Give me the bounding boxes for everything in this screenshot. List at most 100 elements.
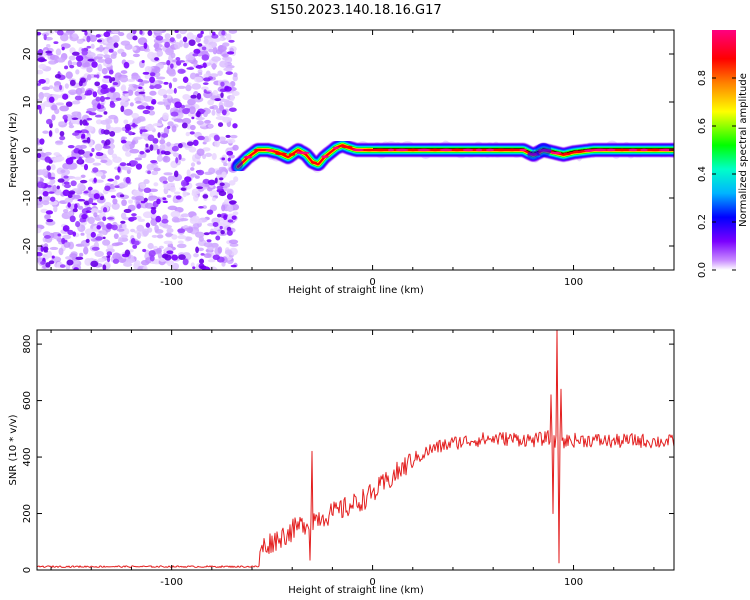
ridge-hotspot [430,148,440,152]
spectrogram-noise-blob [55,140,63,144]
spectrogram-noise-blob [41,200,50,206]
spectrogram-noise-blob [43,92,51,98]
spectrogram-noise-blob [100,119,110,125]
spectrogram-noise-blob [79,144,87,149]
spectrogram-noise-blob [206,239,212,243]
spectrogram-noise-blob [225,134,231,138]
snr-y-label: SNR (10 * v/v) [8,414,19,485]
spectrogram-noise-blob [205,152,213,158]
spectrogram-noise-blob [69,79,76,86]
spectrogram-noise-blob [176,243,187,249]
spectrogram-noise-blob [171,216,180,223]
spectrogram-noise-blob [198,72,203,76]
spectrogram-noise-blob [196,92,202,100]
spectrogram-noise-blob [79,119,83,126]
spectrogram-noise-blob [113,179,118,187]
spectrogram-noise-blob [67,59,72,67]
ridge-hotspot [243,155,253,159]
spectrogram-noise-blob [225,71,233,75]
spectrogram-noise-blob [102,216,107,222]
spectrogram-noise-blob [59,84,63,91]
spectrogram-noise-blob [185,84,192,92]
spectrogram-noise-blob [217,122,224,127]
spectrogram-noise-blob [141,60,145,64]
spectrogram-noise-blob [214,177,218,184]
spectrogram-noise-blob [222,116,231,123]
spectrogram-noise-blob [48,260,55,265]
spectrogram-noise-blob [177,240,184,244]
spectrogram-noise-blob [196,110,201,118]
spectrogram-noise-blob [223,214,228,221]
ridge-hotspot [550,151,562,155]
spectrogram-noise-blob [37,49,44,56]
spectrogram-noise-blob [137,218,146,223]
spectrogram-noise-blob [206,209,214,215]
spectrogram-noise-blob [171,254,179,261]
spectrogram-noise-blob [68,55,76,61]
spectrogram-noise-blob [172,152,180,157]
spectrogram-noise-blob [143,95,153,102]
spectrogram-noise-blob [214,98,222,102]
spectrogram-noise-blob [69,64,75,69]
spectrogram-noise-blob [66,259,74,266]
spectrogram-noise-blob [41,86,50,91]
ridge-hotspot [462,148,474,152]
spectrogram-noise-blob [196,161,202,165]
spectrogram-noise-blob [123,61,130,69]
spectrogram-noise-blob [197,247,204,252]
spectrogram-noise-blob [188,146,197,153]
spectrogram-noise-blob [109,183,115,191]
spectrogram-noise-blob [182,190,187,198]
spectrogram-noise-blob [106,244,114,249]
spectrogram-noise-blob [173,191,181,195]
spectrogram-noise-blob [232,123,238,129]
spectrogram-noise-blob [37,227,42,234]
spectrogram-noise-blob [93,193,100,200]
spectrogram-noise-blob [120,70,128,74]
spectrogram-noise-blob [186,108,190,111]
spectrogram-noise-blob [211,217,221,225]
spectrogram-noise-blob [163,172,173,176]
colorbar-ticks: 0.0 0.2 0.4 0.6 0.8 [697,70,736,278]
spectrogram-noise-blob [170,210,181,218]
spectrogram-noise-blob [86,66,93,73]
spectrogram-noise-blob [223,162,228,167]
spectrogram-noise-blob [209,204,218,212]
spectrogram-noise-blob [37,57,46,63]
spectrogram-noise-blob [173,170,179,178]
spectrogram-noise-blob [106,256,111,263]
spectrogram-noise-blob [220,229,225,235]
spectrogram-noise-blob [47,172,52,179]
spectrogram-noise-blob [192,193,199,202]
spectrogram-noise-blob [195,231,205,238]
spectrogram-noise-blob [92,167,99,173]
spectrogram-noise-blob [162,38,172,44]
spectrogram-noise-blob [223,67,233,72]
spectrogram-noise-blob [134,240,140,246]
colorbar-label: Normalized spectral amplitude [738,73,749,227]
spectrogram-noise-blob [111,202,120,210]
spectrogram-noise-blob [84,93,91,96]
spectrogram-noise-blob [38,63,47,70]
spectrogram-noise-blob [185,236,193,241]
spectrogram-noise-blob [62,93,69,100]
spectrogram-noise-blob [228,200,237,205]
spectrogram-noise-blob [50,178,56,185]
spectrogram-noise-blob [120,234,129,239]
spectrogram-noise-region [37,30,240,270]
ridge-hotspot [507,148,517,152]
spectrogram-noise-blob [166,125,171,130]
spectrogram-noise-blob [157,88,168,97]
spectrogram-noise-blob [121,199,127,207]
spectrogram-noise-blob [180,213,190,218]
spectrogram-noise-blob [162,197,167,201]
spectrogram-noise-blob [177,228,186,234]
spectrogram-noise-blob [183,42,189,49]
spectrogram-noise-blob [198,258,205,264]
spectrogram-noise-blob [152,138,159,144]
spectrogram-noise-blob [116,228,125,232]
spectrogram-noise-blob [75,256,84,261]
spectrogram-noise-blob [163,151,171,156]
spectrogram-noise-blob [219,225,223,230]
spectrogram-noise-blob [49,246,59,251]
